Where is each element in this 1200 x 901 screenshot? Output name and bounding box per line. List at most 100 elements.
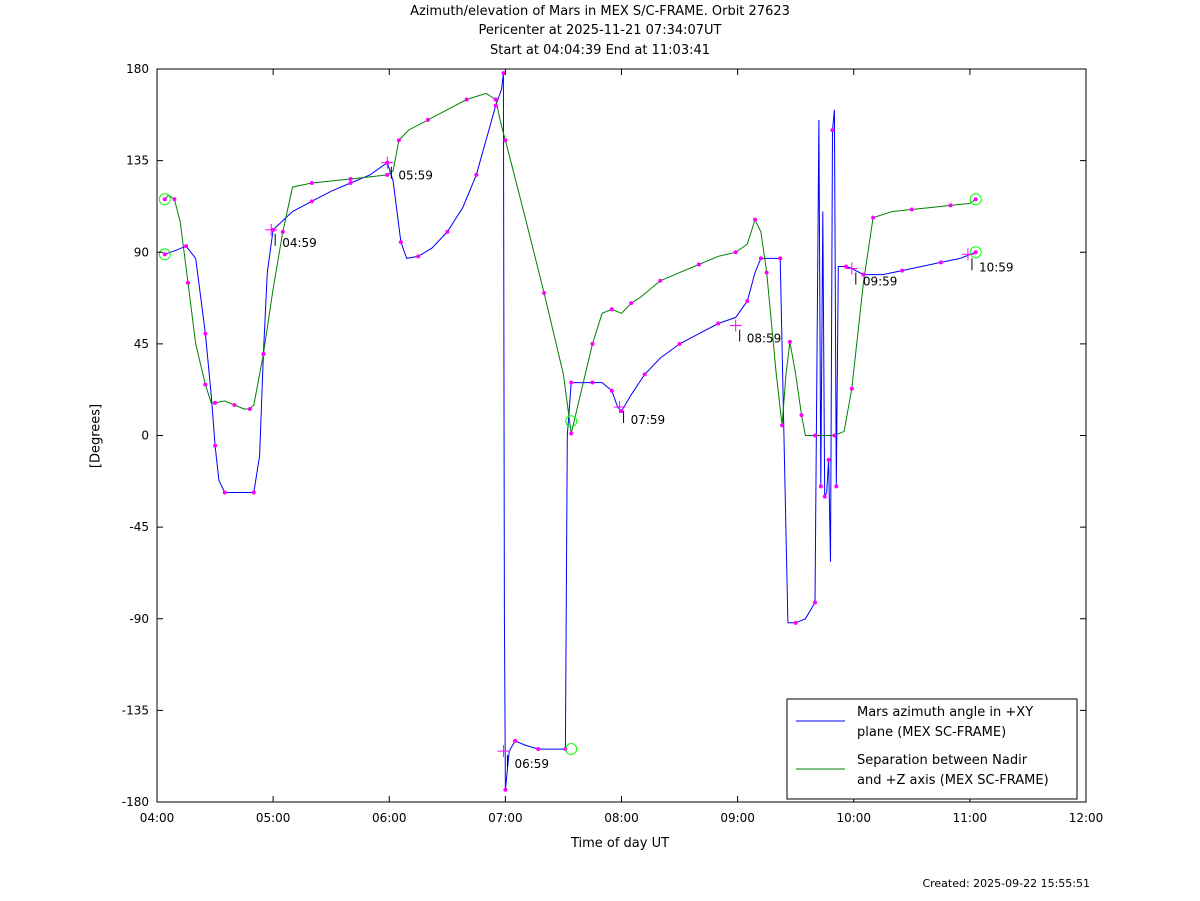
legend-label-separation: Separation between Nadir [857,753,1028,768]
separation-marker [733,250,738,255]
chart-subtitle-pericenter: Pericenter at 2025-11-21 07:34:07UT [478,23,722,38]
azimuth-marker [973,250,978,255]
endpoint-ring [969,246,982,259]
separation-marker [280,229,285,234]
y-tick-label: -135 [122,703,149,717]
azimuth-marker [619,409,624,414]
separation-marker [813,433,818,438]
endpoint-ring [158,193,171,206]
y-tick-label: -45 [129,520,149,534]
hour-label: 08:59 [747,332,782,346]
separation-marker [764,270,769,275]
separation-marker [232,402,237,407]
azimuth-marker [813,600,818,605]
separation-marker [464,97,469,102]
separation-marker [172,197,177,202]
separation-marker [629,301,634,306]
plot-area: 04:59 05:59 06:59 07:59 08:59 09:59 10:59 [158,71,1014,792]
azimuth-marker [818,484,823,489]
created-timestamp: Created: 2025-09-22 15:55:51 [922,877,1090,890]
azimuth-marker [758,256,763,261]
legend-label-azimuth: Mars azimuth angle in +XY [857,705,1033,720]
separation-marker [799,413,804,418]
azimuth-marker [251,490,256,495]
hour-label: 06:59 [514,757,549,771]
x-tick-label: 08:00 [604,811,639,825]
separation-marker [787,339,792,344]
chart-subtitle-start-end: Start at 04:04:39 End at 11:03:41 [489,43,711,58]
separation-marker [948,203,953,208]
separation-marker [590,341,595,346]
azimuth-marker [844,264,849,269]
x-tick-label: 07:00 [488,811,523,825]
axes: 04:00 05:00 06:00 07:00 08:00 09:00 10:00 11:00… [122,62,1104,825]
y-tick-label: -180 [122,795,149,809]
separation-marker [542,290,547,295]
y-tick-label: 180 [126,62,149,76]
azimuth-marker [213,443,218,448]
separation-marker [503,138,508,143]
legend-label-separation: and +Z axis (MEX SC-FRAME) [857,773,1049,788]
hour-label: 07:59 [631,413,666,427]
legend-label-azimuth: plane (MEX SC-FRAME) [857,725,1006,740]
azimuth-marker [834,484,839,489]
azimuth-marker [398,240,403,245]
azimuth-marker [745,299,750,304]
separation-marker [569,431,574,436]
x-tick-label: 05:00 [256,811,291,825]
separation-marker [425,117,430,122]
separation-marker [871,215,876,220]
azimuth-marker [222,490,227,495]
azimuth-marker [536,747,541,752]
separation-marker [261,352,266,357]
azimuth-marker [590,380,595,385]
azimuth-marker [309,199,314,204]
azimuth-marker [900,268,905,273]
azimuth-marker [348,181,353,186]
azimuth-marker [677,341,682,346]
separation-marker [309,181,314,186]
endpoint-ring [969,193,982,206]
x-tick-label: 06:00 [372,811,407,825]
legend: Mars azimuth angle in +XY plane (MEX SC-F… [786,698,1078,800]
azimuth-marker [474,172,479,177]
azimuth-marker [493,103,498,108]
y-tick-label: 0 [141,429,149,443]
separation-marker [753,217,758,222]
separation-marker [658,278,663,283]
y-tick-label: 90 [134,245,149,259]
separation-marker [385,172,390,177]
separation-marker [849,386,854,391]
x-tick-label: 04:00 [140,811,175,825]
separation-marker [247,407,252,412]
x-tick-label: 12:00 [1069,811,1104,825]
azimuth-marker [184,244,189,249]
plot-frame [156,68,1087,803]
separation-marker [609,307,614,312]
azimuth-marker [793,620,798,625]
endpoint-ring [565,743,578,756]
azimuth-marker [830,128,835,133]
hour-label: 04:59 [282,236,317,250]
endpoint-ring [565,415,578,428]
y-tick-label: -90 [129,612,149,626]
separation-marker [396,138,401,143]
azimuth-marker [778,256,783,261]
legend-box [786,698,1078,800]
y-tick-label: 135 [126,154,149,168]
chart-title: Azimuth/elevation of Mars in MEX S/C-FRA… [410,4,790,19]
azimuth-marker [642,372,647,377]
azimuth-marker [416,254,421,259]
azimuth-marker [503,787,508,792]
azimuth-marker [445,229,450,234]
separation-marker [696,262,701,267]
separation-marker [832,433,837,438]
separation-marker [973,197,978,202]
azimuth-marker [162,252,167,257]
azimuth-marker [501,71,506,76]
separation-marker [203,382,208,387]
hour-label: 05:59 [398,169,433,183]
x-tick-label: 11:00 [953,811,988,825]
separation-marker [780,423,785,428]
separation-marker [185,280,190,285]
